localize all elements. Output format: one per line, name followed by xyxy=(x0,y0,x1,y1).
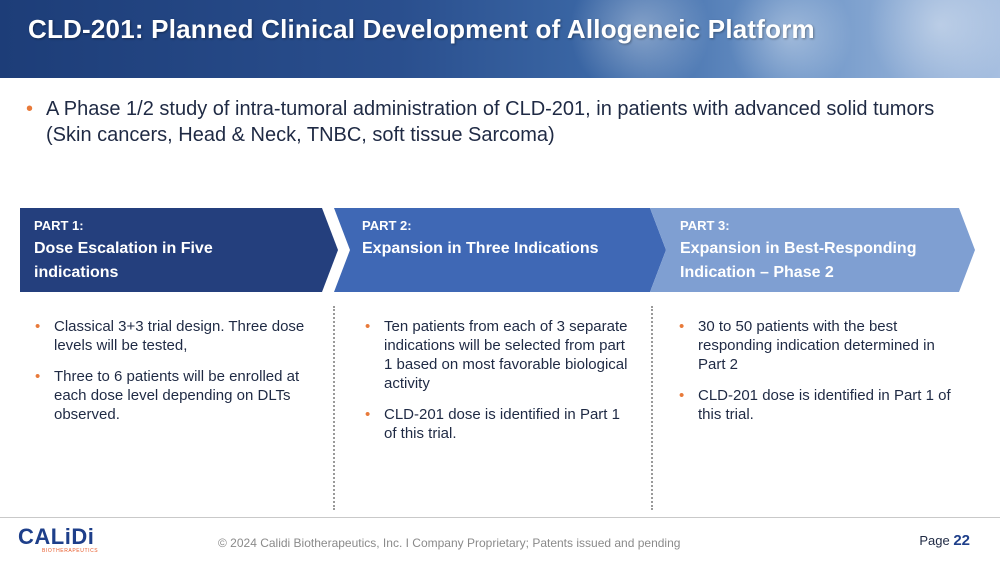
copyright-text: © 2024 Calidi Biotherapeutics, Inc. I Co… xyxy=(218,536,681,550)
phase-title: Expansion in Best-Responding Indication … xyxy=(680,240,917,281)
bullet-icon: • xyxy=(365,318,371,335)
phase-part-3: PART 3: Expansion in Best-Responding Ind… xyxy=(650,208,975,292)
bullet-icon: • xyxy=(35,368,41,385)
phase-2-details: • Ten patients from each of 3 separate in… xyxy=(356,317,636,455)
bullet-icon: • xyxy=(679,318,685,335)
phase-part-label: PART 1: xyxy=(34,218,84,233)
phase-1-details: • Classical 3+3 trial design. Three dose … xyxy=(26,317,316,436)
phase-part-1: PART 1: Dose Escalation in Five indicati… xyxy=(20,208,338,292)
page-label: Page xyxy=(919,533,950,548)
bullet-icon: • xyxy=(679,387,685,404)
phase-3-details: • 30 to 50 patients with the best respond… xyxy=(670,317,960,436)
phase-part-2: PART 2: Expansion in Three Indications xyxy=(334,208,666,292)
phase-part-label: PART 3: xyxy=(680,218,730,233)
intro-bullet: • A Phase 1/2 study of intra-tumoral adm… xyxy=(26,96,966,148)
list-item: • CLD-201 dose is identified in Part 1 of… xyxy=(365,406,620,442)
list-item: • Three to 6 patients will be enrolled at… xyxy=(35,368,300,423)
list-item: • CLD-201 dose is identified in Part 1 of… xyxy=(679,387,951,423)
slide-title: CLD-201: Planned Clinical Development of… xyxy=(28,14,815,44)
list-item: • 30 to 50 patients with the best respond… xyxy=(679,318,935,373)
company-logo: CALiDi BIOTHERAPEUTICS xyxy=(18,524,108,555)
phase-chevrons: PART 1: Dose Escalation in Five indicati… xyxy=(20,208,975,292)
phase-title: Expansion in Three Indications xyxy=(362,240,599,257)
header-banner: CLD-201: Planned Clinical Development of… xyxy=(0,0,1000,78)
logo-subtitle: BIOTHERAPEUTICS xyxy=(42,548,99,554)
list-item: • Ten patients from each of 3 separate in… xyxy=(365,318,628,392)
background-cell-decoration xyxy=(560,0,720,78)
bullet-icon: • xyxy=(35,318,41,335)
intro-text: A Phase 1/2 study of intra-tumoral admin… xyxy=(46,98,935,146)
page-number-value: 22 xyxy=(953,532,970,549)
dotted-divider xyxy=(333,306,335,510)
background-cell-decoration xyxy=(720,0,860,78)
background-cell-decoration xyxy=(860,0,1000,78)
dotted-divider xyxy=(651,306,653,510)
bullet-icon: • xyxy=(365,406,371,423)
page-number: Page 22 xyxy=(919,532,970,549)
phase-title: Dose Escalation in Five indications xyxy=(34,240,213,281)
logo-wordmark: CALiDi xyxy=(18,524,95,549)
footer-divider xyxy=(0,517,1000,518)
bullet-icon: • xyxy=(26,98,34,120)
list-item: • Classical 3+3 trial design. Three dose … xyxy=(35,318,305,354)
phase-part-label: PART 2: xyxy=(362,218,412,233)
